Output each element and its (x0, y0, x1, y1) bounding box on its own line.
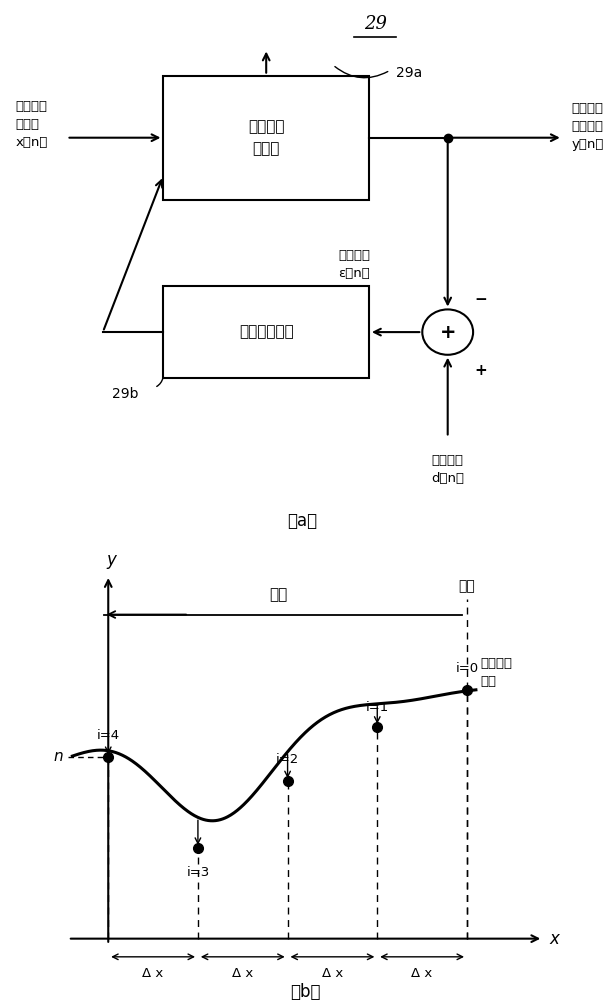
Text: 输入信号
编码器
x［n］: 输入信号 编码器 x［n］ (15, 100, 48, 149)
Text: 系数修正算法: 系数修正算法 (239, 325, 293, 340)
Text: i=4: i=4 (97, 729, 120, 742)
Text: 现在: 现在 (459, 579, 476, 593)
Text: +: + (474, 363, 488, 378)
Text: 过去: 过去 (269, 587, 288, 602)
Text: x: x (549, 930, 559, 948)
Text: Δ x: Δ x (411, 967, 433, 980)
Text: Δ x: Δ x (322, 967, 343, 980)
Text: n: n (54, 749, 64, 764)
Text: Δ x: Δ x (142, 967, 164, 980)
Circle shape (422, 309, 473, 355)
Text: y: y (107, 551, 117, 569)
Text: （a）: （a） (287, 512, 318, 530)
Text: 输出信号
马达指示
y［n］: 输出信号 马达指示 y［n］ (572, 102, 604, 151)
Text: 最优回归
曲线: 最优回归 曲线 (480, 657, 512, 688)
Text: 29b: 29b (112, 387, 139, 401)
Text: Δ x: Δ x (232, 967, 253, 980)
Text: 29: 29 (364, 15, 387, 33)
Text: i=2: i=2 (276, 753, 299, 766)
Text: 误差信号
ε［n］: 误差信号 ε［n］ (338, 249, 370, 280)
Text: i=0: i=0 (456, 662, 479, 675)
Text: 系数可变
滤波器: 系数可变 滤波器 (248, 119, 284, 156)
Text: 希望信号
d［n］: 希望信号 d［n］ (431, 454, 464, 485)
Text: 29a: 29a (396, 66, 422, 80)
Text: i=3: i=3 (186, 866, 209, 879)
Text: +: + (439, 323, 456, 342)
Text: i=1: i=1 (365, 701, 389, 714)
Bar (163, 76, 369, 200)
Text: −: − (474, 292, 488, 307)
Text: （b）: （b） (290, 983, 321, 1000)
Bar (163, 286, 369, 378)
